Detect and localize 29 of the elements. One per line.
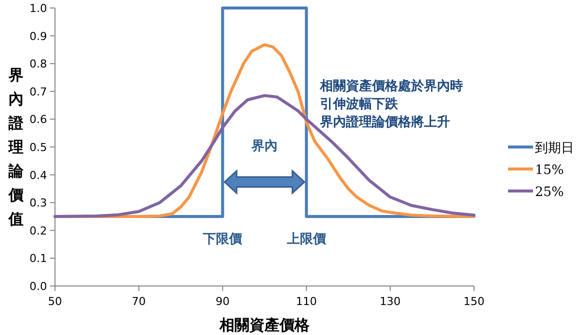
y-tick-label: 0.9 bbox=[30, 30, 47, 43]
y-tick-label: 1.0 bbox=[30, 2, 47, 15]
annotation: 下限價 bbox=[202, 232, 244, 247]
y-tick-label: 0.1 bbox=[30, 252, 47, 266]
y-tick-label: 0.2 bbox=[30, 224, 47, 238]
legend-label: 25% bbox=[535, 185, 564, 200]
line-series bbox=[54, 94, 476, 218]
x-tick-label: 70 bbox=[132, 295, 146, 308]
x-tick-label: 130 bbox=[380, 295, 401, 308]
annotation: 界內 bbox=[250, 138, 278, 154]
annotation: 界內證理論價格將上升 bbox=[319, 114, 450, 130]
x-tick-label: 50 bbox=[48, 295, 62, 308]
y-tick-label: 0.6 bbox=[30, 113, 47, 126]
x-axis-title: 相關資產價格 bbox=[218, 316, 310, 334]
annotation: 相關資產價格處於界內時 bbox=[319, 78, 463, 94]
y-axis-title: 界內證理論價值 bbox=[8, 66, 24, 228]
x-tick-label: 110 bbox=[296, 295, 317, 308]
y-tick-label: 0.4 bbox=[30, 168, 47, 182]
annotation: 上限價 bbox=[286, 232, 327, 247]
legend-label: 15% bbox=[535, 163, 564, 178]
annotation: 引伸波幅下跌 bbox=[320, 97, 399, 112]
legend-label: 到期日 bbox=[535, 141, 574, 156]
y-tick-label: 0.8 bbox=[30, 58, 47, 71]
y-tick-label: 0.0 bbox=[30, 280, 47, 293]
x-tick-label: 90 bbox=[216, 295, 230, 308]
y-tick-label: 0.7 bbox=[30, 85, 47, 98]
y-tick-label: 0.5 bbox=[30, 141, 47, 154]
y-tick-label: 0.3 bbox=[30, 196, 47, 210]
x-tick-label: 150 bbox=[464, 295, 484, 308]
